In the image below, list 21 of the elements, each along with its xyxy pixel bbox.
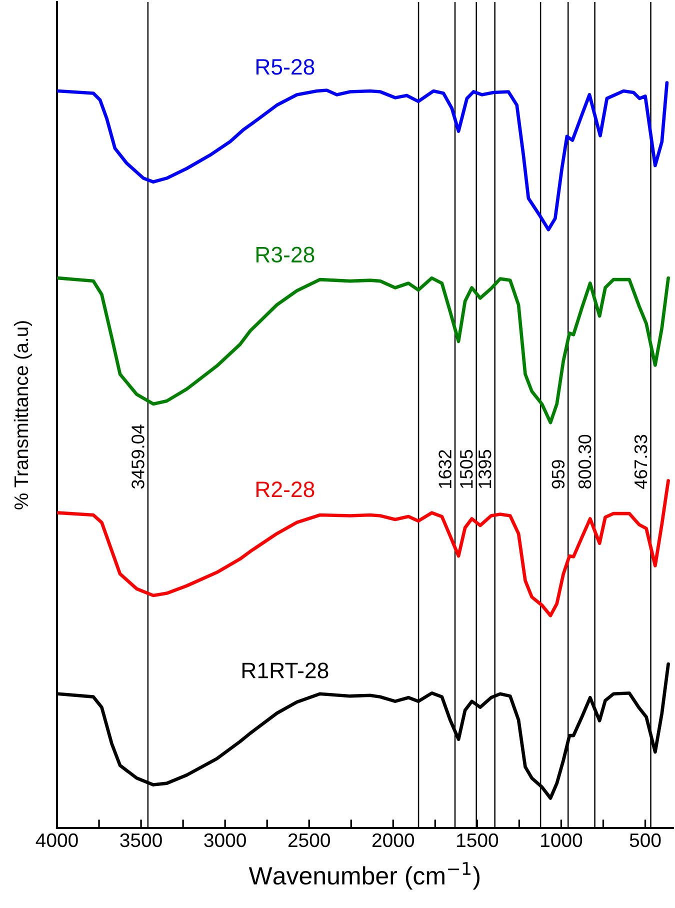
series-label: R3-28 (256, 246, 314, 263)
ref-line-label: 800.30 (578, 434, 592, 489)
x-tick-label: 3000 (204, 833, 246, 848)
series-label: R1RT-28 (242, 662, 328, 678)
x-tick-label: 2000 (372, 833, 414, 848)
ref-line-label: 1505 (460, 450, 473, 488)
y-axis-title: % Transmittance (a.u) (14, 321, 32, 510)
x-axis-title: Wavenumber (cm$^{−1}$) (248, 862, 480, 890)
ref-line-label: 467.33 (634, 434, 648, 489)
x-tick-label: 2500 (288, 833, 330, 848)
x-tick-label: 4000 (36, 833, 78, 848)
ref-line-label: 1632 (438, 450, 452, 488)
ref-line-label: 3459.04 (132, 424, 144, 489)
x-tick-label: 1000 (541, 833, 582, 848)
series-label: R5-28 (256, 59, 314, 75)
x-tick-label: 1500 (457, 833, 498, 848)
x-tick-label: 500 (630, 833, 661, 848)
x-tick-label: 3500 (120, 833, 162, 848)
ref-line-label: 1395 (478, 450, 492, 488)
ref-line-label: 959 (552, 460, 565, 488)
series-label: R2-28 (256, 482, 314, 498)
